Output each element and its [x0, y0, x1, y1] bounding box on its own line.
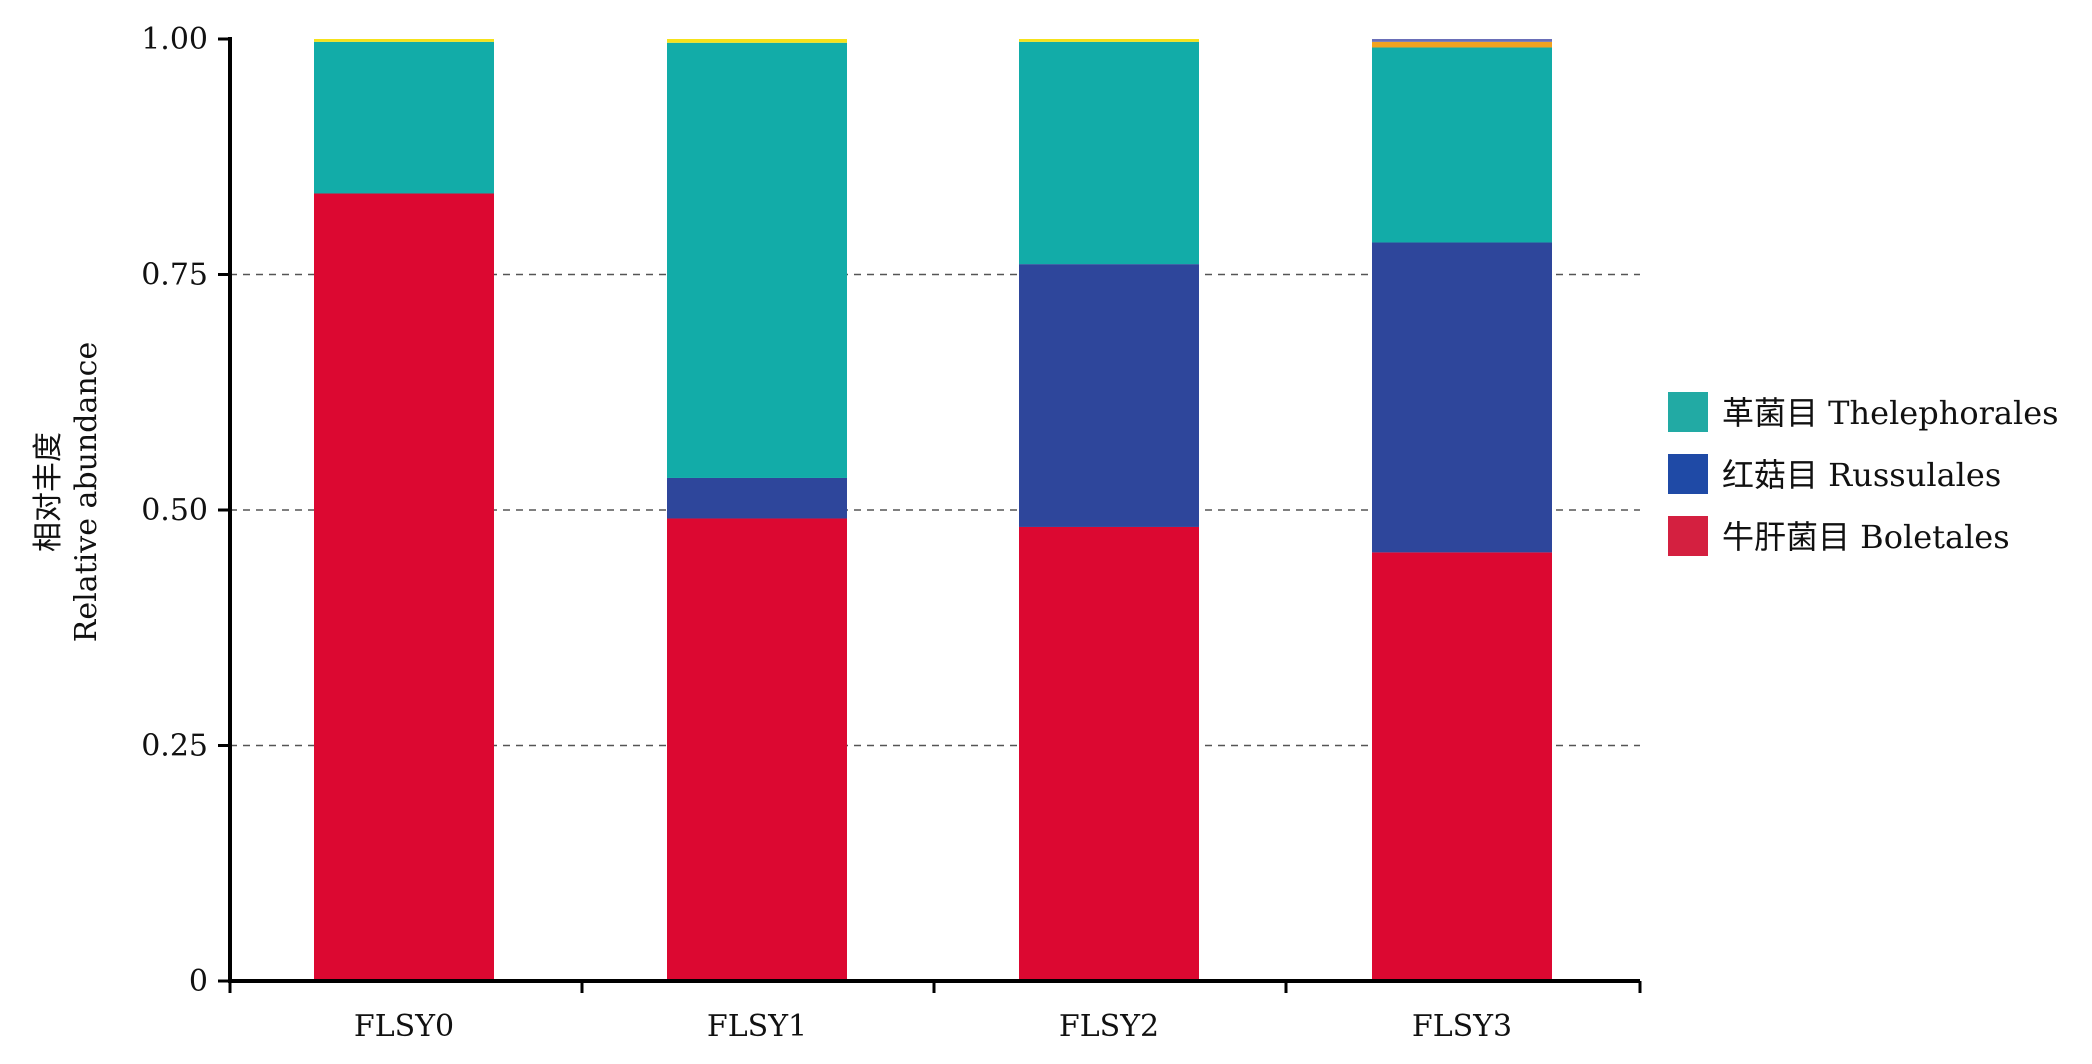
y-axis-title-english: Relative abundance: [69, 342, 104, 642]
y-tick-label-0.50: 0.50: [141, 493, 208, 528]
x-tick-label-FLSY3: FLSY3: [1412, 1009, 1512, 1044]
bar-FLSY0-segment-0: [314, 193, 494, 981]
x-tick-label-FLSY0: FLSY0: [354, 1009, 454, 1044]
bar-FLSY1-segment-0: [667, 518, 847, 981]
bar-FLSY1-segment-4: [667, 39, 847, 43]
bar-FLSY3-segment-1: [1372, 242, 1552, 553]
y-tick-label-0.25: 0.25: [141, 729, 208, 764]
bars: [314, 39, 1552, 981]
legend-swatch-1: [1668, 454, 1708, 494]
bar-FLSY0-segment-4: [314, 39, 494, 42]
bar-FLSY2-segment-0: [1019, 526, 1199, 981]
legend-label-0: 革菌目 Thelephorales: [1722, 394, 2059, 432]
legend-swatch-0: [1668, 392, 1708, 432]
bar-FLSY3-segment-5: [1372, 39, 1552, 42]
bar-FLSY3-segment-2: [1372, 47, 1552, 243]
y-tick-label-0.75: 0.75: [141, 258, 208, 293]
bar-FLSY3-segment-3: [1372, 41, 1552, 48]
legend-label-1: 红菇目 Russulales: [1722, 456, 2001, 494]
bar-FLSY2-segment-2: [1019, 41, 1199, 265]
y-axis-title-chinese: 相对丰度: [31, 432, 66, 552]
legend-swatch-2: [1668, 516, 1708, 556]
axes: 0 0.25 0.50 0.75 1.00 FLSY0 FLSY1 FLSY2 FLSY3: [141, 22, 1642, 1044]
bar-FLSY2-segment-1: [1019, 264, 1199, 527]
legend-label-2: 牛肝菌目 Boletales: [1722, 518, 2010, 556]
bar-FLSY1-segment-1: [667, 477, 847, 519]
bar-FLSY2-segment-4: [1019, 39, 1199, 42]
y-tick-label-0: 0: [189, 964, 208, 999]
x-tick-label-FLSY1: FLSY1: [707, 1009, 807, 1044]
y-tick-label-1.00: 1.00: [141, 22, 208, 57]
legend: 革菌目 Thelephorales 红菇目 Russulales 牛肝菌目 Bole…: [1668, 392, 2059, 556]
bar-FLSY0-segment-2: [314, 41, 494, 194]
x-tick-label-FLSY2: FLSY2: [1059, 1009, 1159, 1044]
bar-FLSY3-segment-0: [1372, 552, 1552, 981]
bar-FLSY1-segment-2: [667, 42, 847, 478]
